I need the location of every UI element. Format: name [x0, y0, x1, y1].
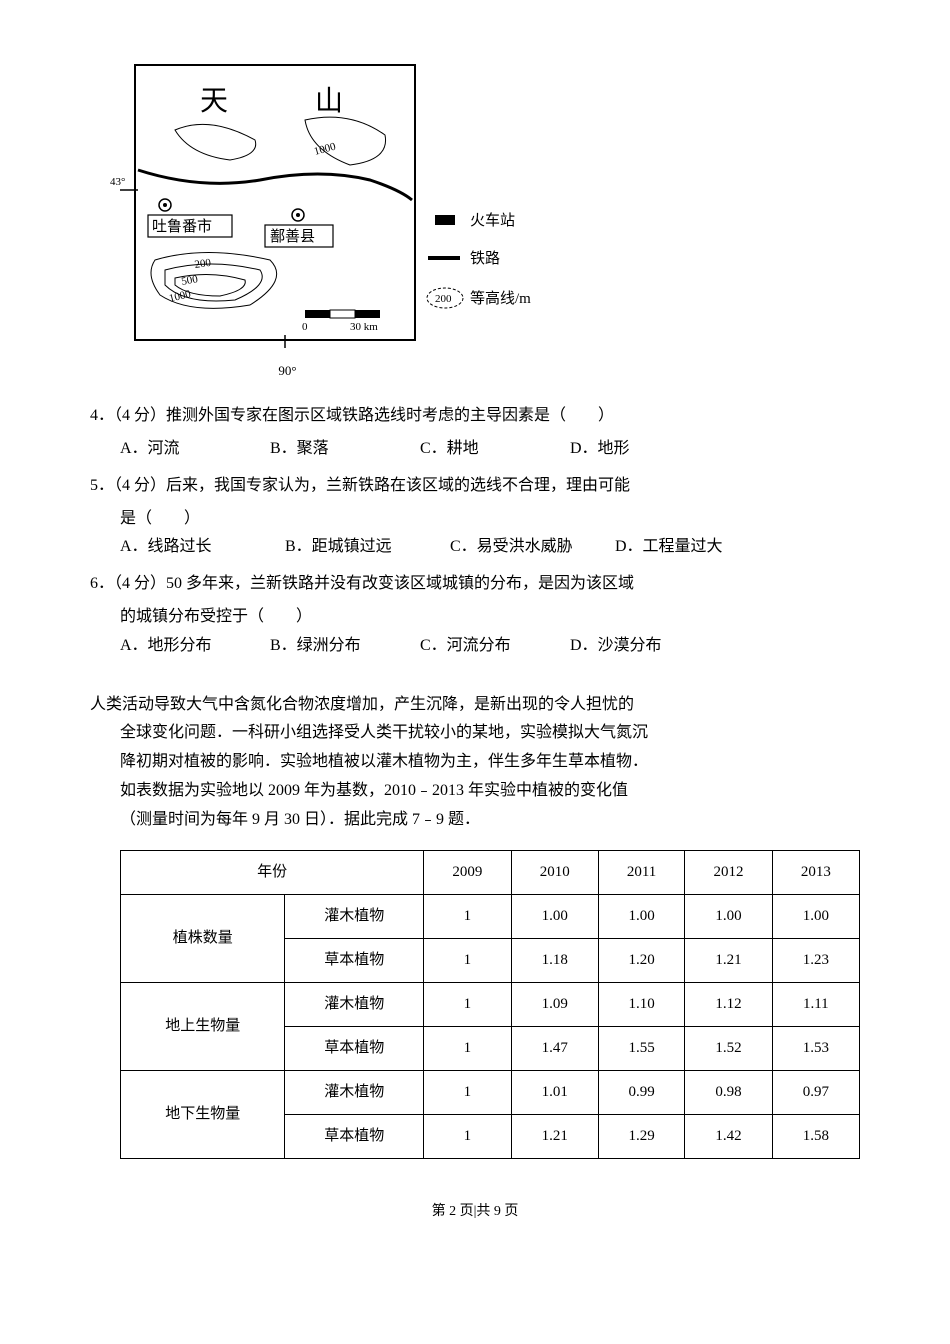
legend-contour: 等高线/m [470, 289, 531, 307]
q5-opt-c: C．易受洪水威胁 [450, 533, 615, 562]
cell: 1.53 [772, 1026, 859, 1070]
cell: 1 [424, 1026, 511, 1070]
passage-p2: 全球变化问题．一科研小组选择受人类干扰较小的某地，实验模拟大气氮沉 [120, 719, 860, 748]
q4-text: 4．（4 分）推测外国专家在图示区域铁路选线时考虑的主导因素是（ ） [90, 402, 860, 431]
th-year: 年份 [121, 850, 424, 894]
row-shrub2: 灌木植物 [285, 982, 424, 1026]
legend-station: 火车站 [470, 212, 515, 229]
q5-options: A．线路过长 B．距城镇过远 C．易受洪水威胁 D．工程量过大 [120, 533, 860, 562]
cell: 0.99 [598, 1070, 684, 1114]
q6-text: 6．（4 分）50 多年来，兰新铁路并没有改变该区域城镇的分布，是因为该区域 [90, 570, 860, 599]
th-2011: 2011 [598, 850, 684, 894]
q4-opt-d: D．地形 [570, 435, 720, 464]
contour-500: 500 [180, 273, 199, 288]
th-2013: 2013 [772, 850, 859, 894]
q6-options: A．地形分布 B．绿洲分布 C．河流分布 D．沙漠分布 [120, 632, 860, 661]
cell: 1 [424, 1114, 511, 1158]
row-plant-count: 植株数量 [121, 894, 285, 982]
row-herb3: 草本植物 [285, 1114, 424, 1158]
q6-opt-b: B．绿洲分布 [270, 632, 420, 661]
row-shrub3: 灌木植物 [285, 1070, 424, 1114]
shanshan-label: 鄯善县 [270, 228, 315, 245]
question-6: 6．（4 分）50 多年来，兰新铁路并没有改变该区域城镇的分布，是因为该区域 的… [90, 570, 860, 660]
th-2012: 2012 [685, 850, 772, 894]
q6-opt-c: C．河流分布 [420, 632, 570, 661]
map-svg: 43° 90° 天 山 1000 200 500 1000 吐鲁番市 [110, 60, 550, 350]
q6-opt-a: A．地形分布 [120, 632, 270, 661]
q6-opt-d: D．沙漠分布 [570, 632, 720, 661]
passage-p3: 降初期对植被的影响．实验地植被以灌木植物为主，伴生多年生草本植物． [120, 748, 860, 777]
scale-0: 0 [302, 321, 308, 333]
cell: 1.00 [511, 894, 598, 938]
th-2010: 2010 [511, 850, 598, 894]
row-shrub1: 灌木植物 [285, 894, 424, 938]
passage-p4: 如表数据为实验地以 2009 年为基数，2010﹣2013 年实验中植被的变化值 [120, 777, 860, 806]
cell: 1.52 [685, 1026, 772, 1070]
cell: 1 [424, 1070, 511, 1114]
cell: 1.42 [685, 1114, 772, 1158]
cell: 1.58 [772, 1114, 859, 1158]
table-header-row: 年份 2009 2010 2011 2012 2013 [121, 850, 860, 894]
cell: 1.20 [598, 938, 684, 982]
cell: 1.21 [511, 1114, 598, 1158]
cell: 1 [424, 982, 511, 1026]
cell: 1.09 [511, 982, 598, 1026]
cell: 1 [424, 894, 511, 938]
cell: 1.55 [598, 1026, 684, 1070]
cell: 0.98 [685, 1070, 772, 1114]
scale-30: 30 km [350, 321, 378, 333]
shan-char: 山 [315, 85, 343, 117]
passage-7-9: 人类活动导致大气中含氮化合物浓度增加，产生沉降，是新出现的令人担忧的 全球变化问… [90, 691, 860, 835]
q5-text: 5．（4 分）后来，我国专家认为，兰新铁路在该区域的选线不合理，理由可能 [90, 472, 860, 501]
cell: 1.29 [598, 1114, 684, 1158]
cell: 0.97 [772, 1070, 859, 1114]
q4-options: A．河流 B．聚落 C．耕地 D．地形 [120, 435, 860, 464]
cell: 1 [424, 938, 511, 982]
lon-90-label: 90° [135, 359, 440, 382]
q5-opt-d: D．工程量过大 [615, 533, 780, 562]
table-row: 地上生物量 灌木植物 1 1.09 1.10 1.12 1.11 [121, 982, 860, 1026]
tian-char: 天 [200, 86, 228, 117]
q6-text2: 的城镇分布受控于（ ） [120, 603, 860, 632]
page-footer: 第 2 页|共 9 页 [90, 1199, 860, 1224]
q4-opt-b: B．聚落 [270, 435, 420, 464]
cell: 1.18 [511, 938, 598, 982]
legend-contour-val: 200 [435, 293, 452, 305]
q5-opt-b: B．距城镇过远 [285, 533, 450, 562]
q5-opt-a: A．线路过长 [120, 533, 285, 562]
row-herb1: 草本植物 [285, 938, 424, 982]
cell: 1.01 [511, 1070, 598, 1114]
cell: 1.00 [772, 894, 859, 938]
cell: 1.12 [685, 982, 772, 1026]
contour-200: 200 [194, 257, 213, 271]
cell: 1.23 [772, 938, 859, 982]
cell: 1.10 [598, 982, 684, 1026]
q4-opt-c: C．耕地 [420, 435, 570, 464]
row-under: 地下生物量 [121, 1070, 285, 1158]
row-herb2: 草本植物 [285, 1026, 424, 1070]
q4-opt-a: A．河流 [120, 435, 270, 464]
turpan-label: 吐鲁番市 [152, 218, 212, 235]
lat-label: 43° [110, 176, 125, 188]
cell: 1.11 [772, 982, 859, 1026]
map-figure: 43° 90° 天 山 1000 200 500 1000 吐鲁番市 [110, 60, 550, 382]
passage-p1: 人类活动导致大气中含氮化合物浓度增加，产生沉降，是新出现的令人担忧的 [90, 691, 860, 720]
row-above: 地上生物量 [121, 982, 285, 1070]
legend-railway: 铁路 [470, 250, 500, 267]
table-row: 地下生物量 灌木植物 1 1.01 0.99 0.98 0.97 [121, 1070, 860, 1114]
question-4: 4．（4 分）推测外国专家在图示区域铁路选线时考虑的主导因素是（ ） A．河流 … [90, 402, 860, 464]
q5-text2: 是（ ） [120, 505, 860, 534]
question-5: 5．（4 分）后来，我国专家认为，兰新铁路在该区域的选线不合理，理由可能 是（ … [90, 472, 860, 562]
vegetation-data-table: 年份 2009 2010 2011 2012 2013 植株数量 灌木植物 1 … [120, 850, 860, 1159]
passage-p5: （测量时间为每年 9 月 30 日）．据此完成 7﹣9 题． [120, 806, 860, 835]
cell: 1.47 [511, 1026, 598, 1070]
cell: 1.00 [598, 894, 684, 938]
th-2009: 2009 [424, 850, 511, 894]
table-row: 植株数量 灌木植物 1 1.00 1.00 1.00 1.00 [121, 894, 860, 938]
cell: 1.00 [685, 894, 772, 938]
cell: 1.21 [685, 938, 772, 982]
